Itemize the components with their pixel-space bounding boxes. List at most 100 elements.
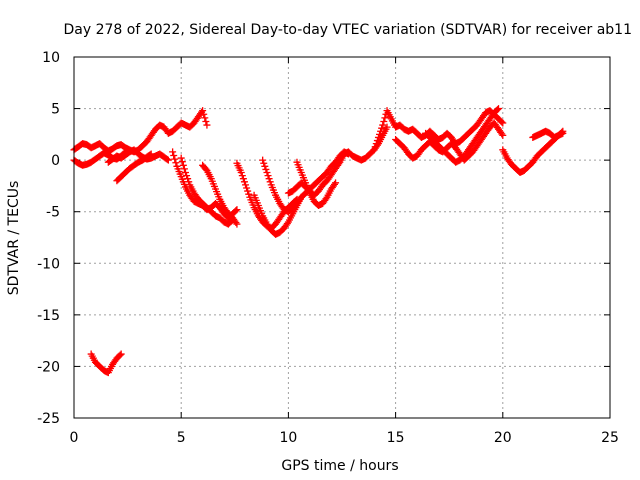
plot-frame bbox=[73, 56, 611, 419]
y-tick-label: -5 bbox=[46, 205, 60, 221]
tick-layer: 0 5 10 15 20 25 10 5 0 -5 -10 -15 -20 -25 bbox=[37, 50, 619, 446]
series-arc-17 bbox=[529, 127, 567, 141]
data-point-interp bbox=[179, 161, 187, 169]
data-point bbox=[370, 146, 378, 154]
data-point bbox=[199, 107, 207, 115]
data-point-interp bbox=[163, 155, 171, 163]
x-tick-label: 20 bbox=[494, 430, 512, 446]
data-point-interp bbox=[381, 114, 389, 122]
data-point-interp bbox=[200, 110, 208, 118]
series-arc-4 bbox=[113, 150, 155, 185]
data-point-interp bbox=[232, 219, 240, 227]
data-point bbox=[374, 133, 382, 141]
data-point-interp bbox=[180, 165, 188, 173]
data-point-interp bbox=[498, 130, 506, 138]
data-layer bbox=[70, 105, 567, 377]
data-point-interp bbox=[178, 158, 186, 166]
x-tick-label: 0 bbox=[70, 430, 79, 446]
data-point-interp bbox=[238, 172, 246, 180]
data-point bbox=[147, 150, 155, 158]
data-point-interp bbox=[202, 117, 210, 125]
data-point-interp bbox=[146, 151, 154, 159]
chart-title: Day 278 of 2022, Sidereal Day-to-day VTE… bbox=[64, 22, 633, 38]
data-point-interp bbox=[183, 172, 191, 180]
data-point bbox=[117, 350, 125, 358]
data-point bbox=[181, 169, 189, 177]
data-point bbox=[177, 154, 185, 162]
data-point-interp bbox=[201, 114, 209, 122]
data-point bbox=[237, 169, 245, 177]
data-point-interp bbox=[377, 127, 385, 135]
data-point-interp bbox=[265, 175, 273, 183]
data-point-interp bbox=[283, 220, 291, 228]
data-point bbox=[203, 121, 211, 129]
y-tick-label: -10 bbox=[37, 256, 60, 272]
data-point-interp bbox=[266, 178, 274, 186]
y-tick-label: 10 bbox=[42, 50, 60, 66]
series-arc-7 bbox=[199, 161, 241, 228]
data-point-interp bbox=[262, 165, 270, 173]
data-point-interp bbox=[330, 180, 338, 188]
series-arc-6 bbox=[177, 154, 237, 228]
x-tick-label: 15 bbox=[387, 430, 405, 446]
data-point-interp bbox=[335, 160, 343, 168]
y-tick-label: -15 bbox=[37, 308, 60, 324]
data-point bbox=[263, 169, 271, 177]
data-point bbox=[164, 156, 172, 164]
series-arc-1 bbox=[70, 107, 211, 156]
data-point-interp bbox=[172, 159, 180, 167]
series-arc-5 bbox=[169, 148, 241, 222]
series-arc-18 bbox=[87, 350, 125, 377]
series-arc-12 bbox=[293, 158, 340, 210]
data-point-interp bbox=[240, 178, 248, 186]
data-point-interp bbox=[170, 152, 178, 160]
data-point bbox=[259, 156, 267, 164]
data-point bbox=[233, 206, 241, 214]
data-point-interp bbox=[239, 175, 247, 183]
y-tick-label: -20 bbox=[37, 359, 60, 375]
data-point-interp bbox=[264, 172, 272, 180]
data-point bbox=[169, 148, 177, 156]
data-point-interp bbox=[171, 155, 179, 163]
data-point-interp bbox=[493, 106, 501, 114]
series-arc-15 bbox=[422, 105, 503, 166]
y-tick-label: 5 bbox=[51, 102, 60, 118]
data-point-interp bbox=[372, 140, 380, 148]
data-point bbox=[499, 119, 507, 127]
data-point bbox=[242, 181, 250, 189]
data-point-interp bbox=[371, 143, 379, 151]
data-point-interp bbox=[232, 207, 240, 215]
data-point-interp bbox=[185, 178, 193, 186]
data-point-interp bbox=[260, 159, 268, 167]
y-tick-label: 0 bbox=[51, 153, 60, 169]
data-point-interp bbox=[244, 187, 252, 195]
data-point-interp bbox=[322, 195, 330, 203]
y-tick-label: -25 bbox=[37, 411, 60, 427]
data-point bbox=[233, 220, 241, 228]
grid-layer bbox=[74, 57, 610, 418]
x-tick-label: 25 bbox=[601, 430, 619, 446]
data-point-interp bbox=[184, 175, 192, 183]
data-point-interp bbox=[380, 117, 388, 125]
x-tick-label: 5 bbox=[177, 430, 186, 446]
data-point-interp bbox=[245, 190, 253, 198]
data-point-interp bbox=[378, 124, 386, 132]
data-point-interp bbox=[376, 130, 384, 138]
data-point bbox=[495, 105, 503, 113]
data-point bbox=[559, 127, 567, 135]
data-point-interp bbox=[373, 137, 381, 145]
data-point-interp bbox=[116, 351, 124, 359]
data-point bbox=[379, 121, 387, 129]
y-axis-title: SDTVAR / TECUs bbox=[6, 181, 22, 296]
data-point-interp bbox=[243, 184, 251, 192]
x-tick-label: 10 bbox=[279, 430, 297, 446]
data-point bbox=[499, 131, 507, 139]
series-arc-9 bbox=[250, 191, 305, 238]
data-point bbox=[332, 179, 340, 187]
data-point-interp bbox=[261, 162, 269, 170]
data-point bbox=[383, 123, 391, 131]
x-axis-title: GPS time / hours bbox=[281, 458, 398, 474]
data-point-interp bbox=[558, 128, 566, 136]
data-point-interp bbox=[498, 118, 506, 126]
